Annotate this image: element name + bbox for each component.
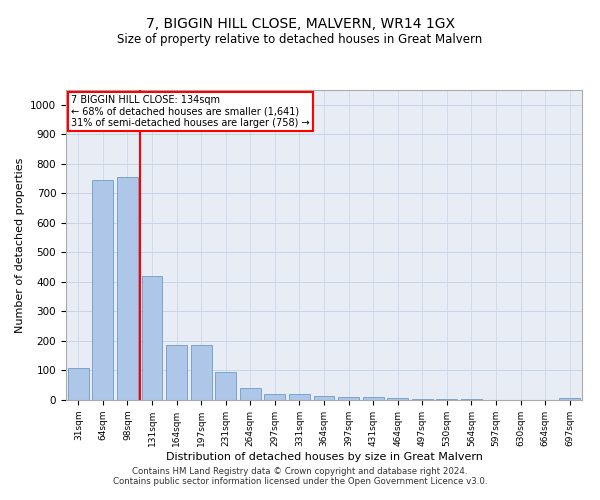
Bar <box>240 388 261 400</box>
Bar <box>362 397 383 400</box>
Bar <box>412 398 433 400</box>
Bar <box>289 394 310 400</box>
Bar <box>142 276 163 400</box>
Bar <box>191 346 212 400</box>
Bar <box>559 398 580 400</box>
Bar <box>387 398 408 400</box>
Bar <box>215 372 236 400</box>
Text: 7, BIGGIN HILL CLOSE, MALVERN, WR14 1GX: 7, BIGGIN HILL CLOSE, MALVERN, WR14 1GX <box>146 18 455 32</box>
Bar <box>436 399 457 400</box>
Bar <box>117 177 138 400</box>
Text: Contains HM Land Registry data © Crown copyright and database right 2024.: Contains HM Land Registry data © Crown c… <box>132 467 468 476</box>
Bar <box>68 368 89 400</box>
Bar <box>314 396 334 400</box>
Bar <box>92 180 113 400</box>
Text: Contains public sector information licensed under the Open Government Licence v3: Contains public sector information licen… <box>113 477 487 486</box>
Bar <box>338 397 359 400</box>
Bar <box>265 394 286 400</box>
Text: Size of property relative to detached houses in Great Malvern: Size of property relative to detached ho… <box>118 32 482 46</box>
Bar <box>166 346 187 400</box>
X-axis label: Distribution of detached houses by size in Great Malvern: Distribution of detached houses by size … <box>166 452 482 462</box>
Text: 7 BIGGIN HILL CLOSE: 134sqm
← 68% of detached houses are smaller (1,641)
31% of : 7 BIGGIN HILL CLOSE: 134sqm ← 68% of det… <box>71 94 310 128</box>
Y-axis label: Number of detached properties: Number of detached properties <box>14 158 25 332</box>
